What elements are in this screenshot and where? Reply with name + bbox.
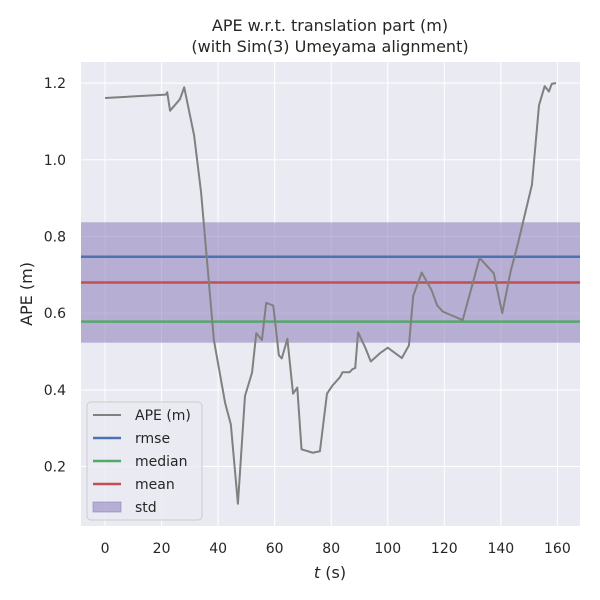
y-tick-label: 1.2: [44, 76, 66, 92]
legend-swatch: [92, 501, 122, 513]
series-group: [104, 82, 557, 505]
y-tick-label: 0.8: [44, 229, 66, 245]
ape-series-line: [104, 82, 557, 505]
legend-label: APE (m): [135, 408, 191, 424]
legend-label: std: [135, 500, 157, 516]
legend-label: rmse: [135, 431, 170, 447]
x-axis-label-unit: (s): [320, 563, 346, 582]
legend-frame: [86, 401, 203, 521]
chart-title-line2: (with Sim(3) Umeyama alignment): [191, 37, 468, 56]
x-tick-label: 100: [374, 541, 401, 557]
legend: APE (m) rmse median mean std: [86, 401, 203, 521]
x-tick-label: 60: [266, 541, 284, 557]
x-tick-label: 40: [209, 541, 227, 557]
x-tick-label: 20: [153, 541, 171, 557]
x-tick-label: 80: [322, 541, 340, 557]
legend-label: mean: [135, 477, 175, 493]
y-tick-label: 0.2: [44, 460, 66, 476]
x-tick-label: 160: [544, 541, 571, 557]
x-tick-label: 140: [487, 541, 514, 557]
x-tick-label: 0: [101, 541, 110, 557]
legend-label: median: [135, 454, 187, 470]
y-tick-label: 0.6: [44, 306, 66, 322]
stat-lines: [81, 255, 580, 323]
x-tick-labels: 0 20 40 60 80 100 120 140 160: [101, 541, 571, 557]
x-axis-label-var: t: [314, 563, 321, 582]
y-tick-label: 0.4: [44, 383, 66, 399]
y-tick-label: 1.0: [44, 153, 66, 169]
y-tick-labels: 0.2 0.4 0.6 0.8 1.0 1.2: [44, 76, 66, 475]
y-axis-label: APE (m): [17, 262, 36, 326]
chart-title-line1: APE w.r.t. translation part (m): [212, 16, 448, 35]
x-axis-label: t (s): [314, 563, 346, 582]
x-tick-label: 120: [431, 541, 458, 557]
